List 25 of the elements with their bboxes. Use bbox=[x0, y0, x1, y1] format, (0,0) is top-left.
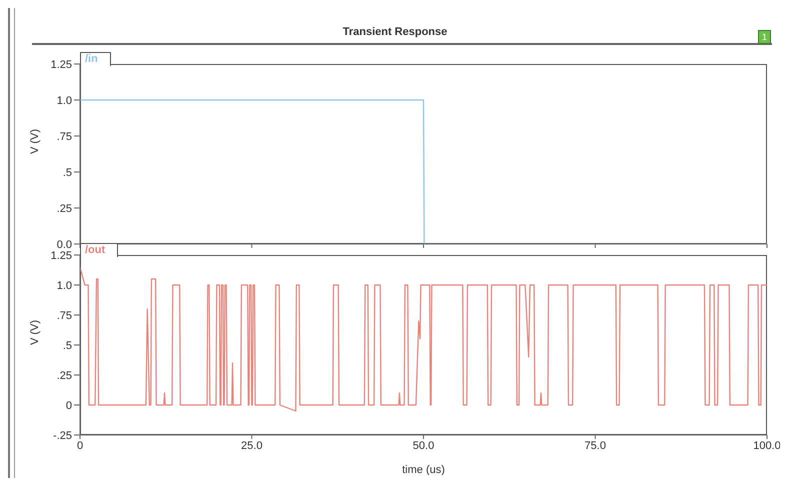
chart-title: Transient Response bbox=[342, 26, 448, 38]
y-tick-label: .75 bbox=[56, 310, 72, 322]
y-tick-label: 1.0 bbox=[56, 280, 72, 292]
y-tick-label: 0.0 bbox=[56, 238, 72, 251]
y-tick-label: .25 bbox=[56, 370, 72, 382]
y-tick-label: .5 bbox=[62, 340, 72, 352]
x-tick-label: 100.0 bbox=[753, 440, 781, 452]
y-tick-label: -.25 bbox=[53, 430, 72, 442]
x-tick-label: 50.0 bbox=[412, 440, 434, 452]
y-tick-label: .5 bbox=[62, 166, 72, 179]
x-tick-label: 0 bbox=[76, 440, 84, 452]
badge-icon: 1 bbox=[758, 30, 771, 44]
x-axis-title: time (us) bbox=[402, 464, 445, 476]
text: /in bbox=[80, 52, 111, 66]
y-tick-label: 1.0 bbox=[56, 94, 72, 107]
y-tick-label: .75 bbox=[56, 130, 72, 143]
x-tick-label: 25.0 bbox=[241, 440, 262, 452]
series-label: /out bbox=[80, 243, 118, 257]
y-axis-title: V (V) bbox=[28, 320, 41, 345]
y-axis-title: V (V) bbox=[28, 128, 41, 154]
y-tick-label: 1.25 bbox=[50, 250, 72, 262]
y-tick-label: 0 bbox=[66, 400, 72, 412]
y-tick-label: 1.25 bbox=[50, 58, 72, 71]
x-tick-label: 75.0 bbox=[584, 440, 606, 452]
y-tick-label: .25 bbox=[56, 202, 72, 215]
